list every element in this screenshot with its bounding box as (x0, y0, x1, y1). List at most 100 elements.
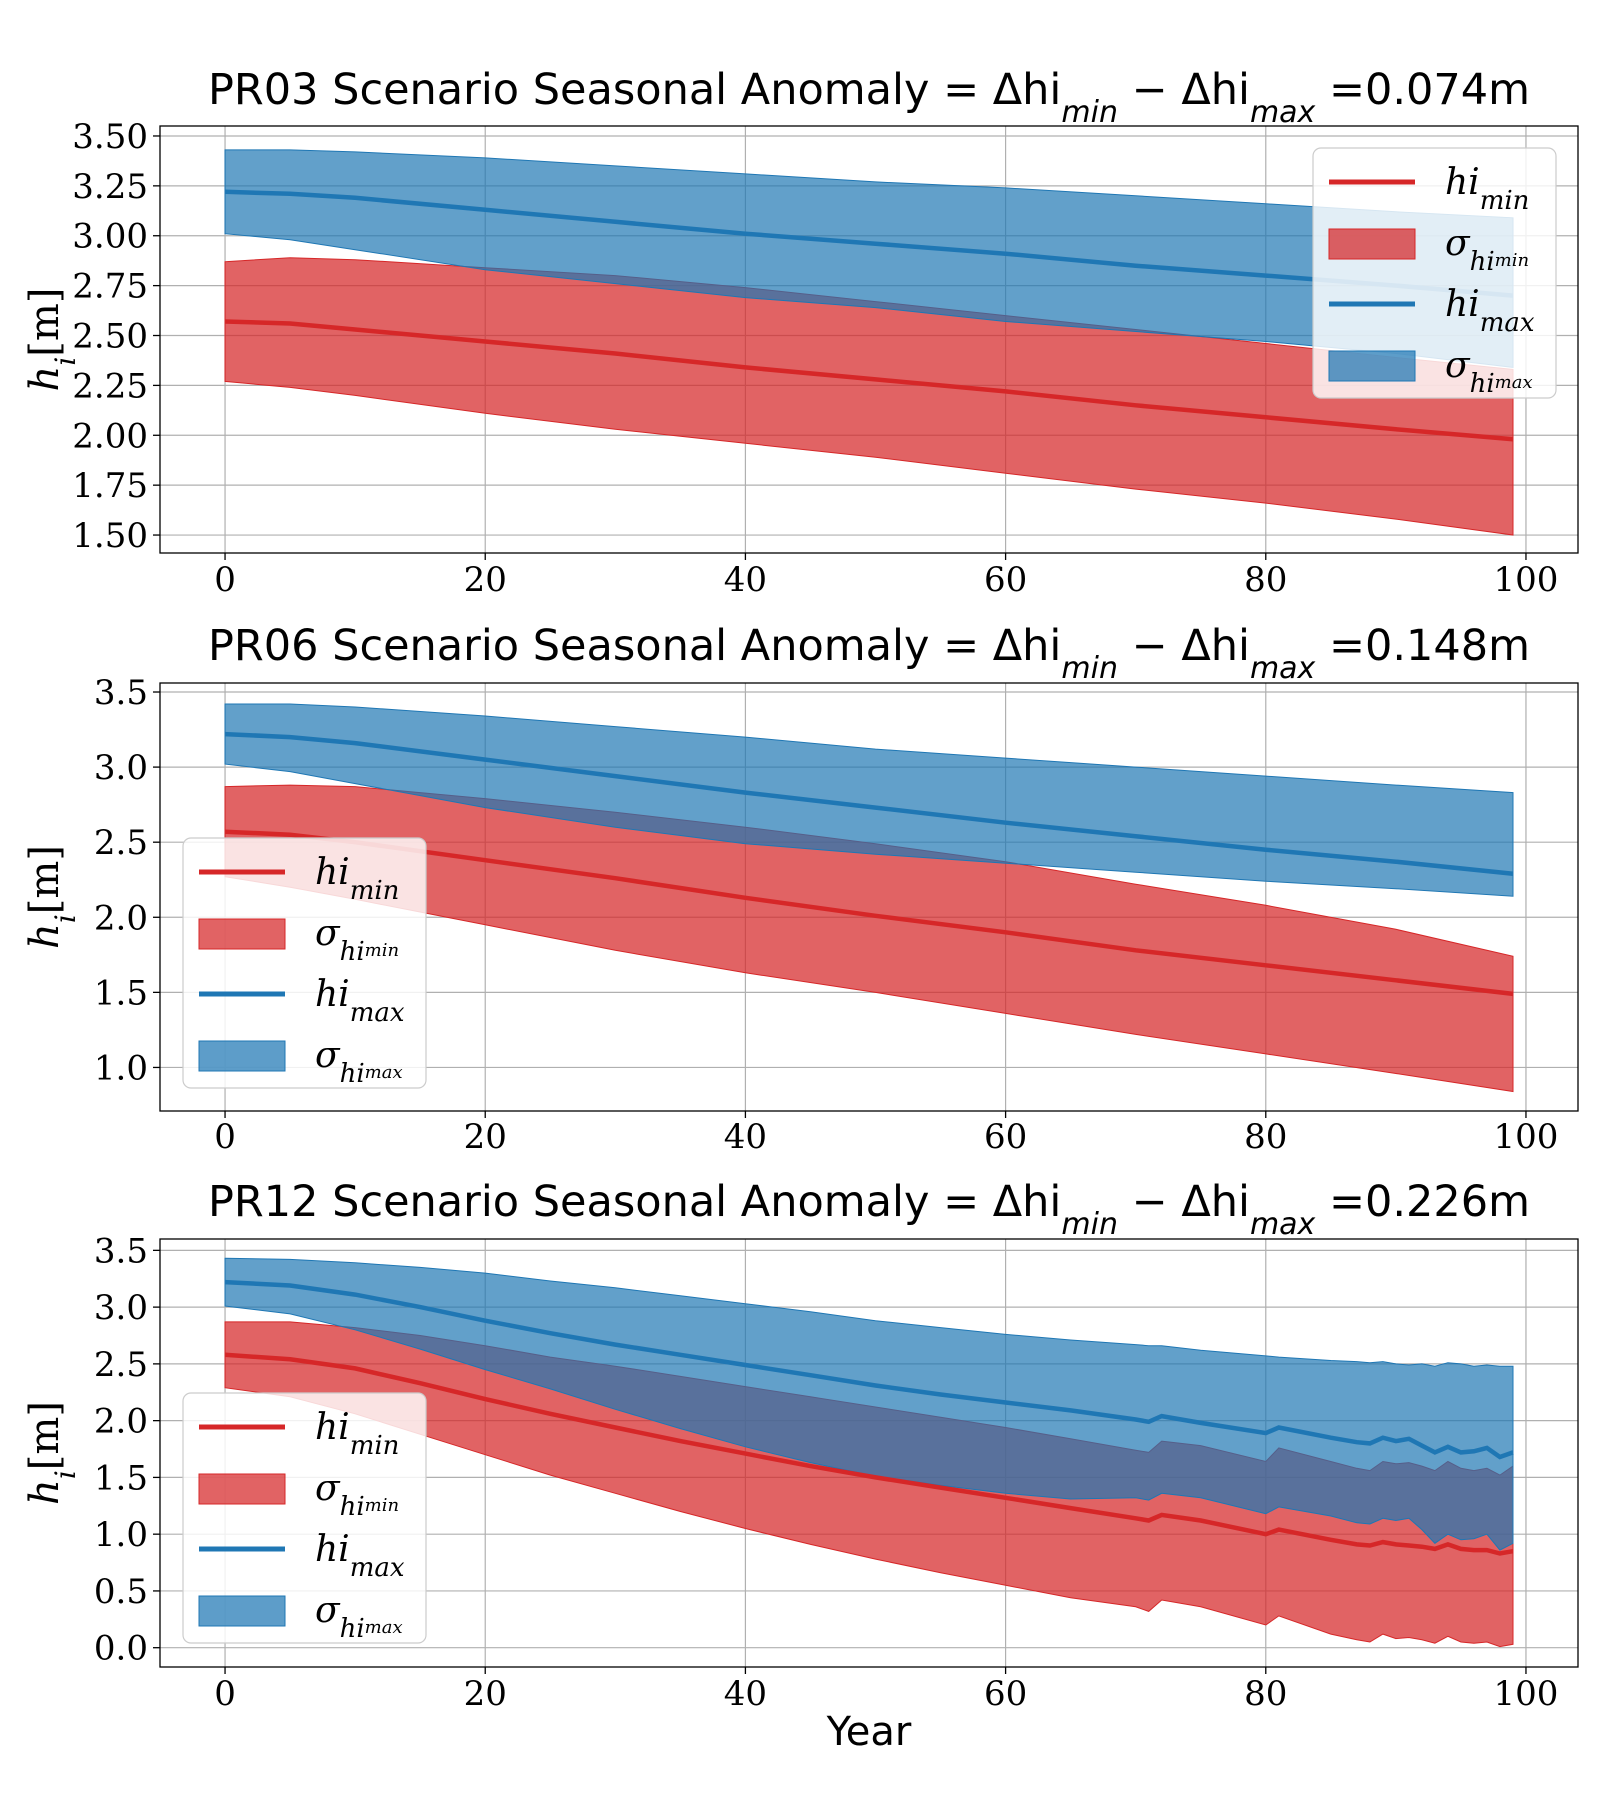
chart-panel-2: 0 20 40 60 80 100 1.0 1.5 2.0 2.5 3.0 3.5 PR06 Scena… (22, 621, 1579, 1157)
x-tick-label: 20 (464, 560, 507, 600)
title-fragment: PR06 Scenario Seasonal Anomaly = Δhi (208, 621, 1061, 671)
x-tick-label: 40 (724, 1674, 767, 1714)
legend-label-subsub: min (1495, 250, 1529, 271)
plot-area (224, 703, 1514, 1093)
y-axis-label-unit: [m] (22, 288, 68, 357)
legend-label-subsub: min (365, 940, 399, 961)
y-tick-label: 1.75 (72, 466, 148, 506)
legend-label-subsub: min (365, 1495, 399, 1516)
x-tick-label: 20 (464, 1117, 507, 1157)
chart-panel-1: 0 20 40 60 80 100 1.50 1.75 2.00 2.25 2.50 2.75 3.00… (22, 65, 1579, 600)
axes-frame (159, 682, 1579, 1112)
line-hi-max (224, 189, 1514, 298)
title-fragment: PR03 Scenario Seasonal Anomaly = Δhi (208, 65, 1061, 115)
x-tick-label: 60 (984, 560, 1027, 600)
x-tick-label: 40 (724, 1117, 767, 1157)
y-tick-label: 2.00 (72, 416, 148, 456)
y-tick-label: 0.5 (94, 1572, 148, 1612)
chart-panel-3: 0 20 40 60 80 100 0.0 0.5 1.0 1.5 2.0 2.5 3.0 3.5 PR12… (22, 1177, 1579, 1755)
y-tick-label: 1.50 (72, 516, 148, 556)
chart-title: PR03 Scenario Seasonal Anomaly = Δhimin … (208, 65, 1530, 130)
y-axis-label: hi[m] (22, 845, 82, 949)
legend-patch-swatch (1328, 228, 1416, 260)
y-tick-label: 2.0 (94, 898, 148, 938)
axes-frame (159, 1238, 1579, 1668)
y-tick-label: 2.5 (94, 823, 148, 863)
x-tick-label: 0 (214, 1674, 236, 1714)
legend-label: himax (315, 974, 405, 1028)
y-tick-label: 1.0 (94, 1515, 148, 1555)
y-axis-label: hi[m] (22, 288, 82, 392)
title-fragment: =0.074m (1315, 65, 1530, 115)
x-tick-label: 20 (464, 1674, 507, 1714)
legend-label-sub: min (350, 1431, 400, 1461)
y-tick-label: 3.5 (94, 1231, 148, 1271)
chart-title: PR12 Scenario Seasonal Anomaly = Δhimin … (208, 1177, 1530, 1242)
legend-label-base: hi (315, 974, 350, 1015)
y-axis-label-unit: [m] (22, 845, 68, 914)
y-tick-label: 3.0 (94, 748, 148, 788)
plot-area (224, 149, 1514, 536)
legend-label-subsub: max (365, 1617, 403, 1638)
title-subscript: max (1250, 1207, 1316, 1242)
axes-frame (159, 125, 1579, 554)
y-axis-label-base: h (22, 366, 68, 392)
legend-label-base: hi (315, 1529, 350, 1570)
title-fragment: PR12 Scenario Seasonal Anomaly = Δhi (208, 1177, 1061, 1227)
title-fragment: =0.226m (1315, 1177, 1530, 1227)
y-tick-label: 3.25 (72, 167, 148, 207)
title-subscript: min (1061, 95, 1118, 130)
y-axis-label-base: h (22, 923, 68, 949)
line-hi-min (224, 319, 1514, 442)
title-fragment: − Δhi (1118, 65, 1250, 115)
y-axis-label-sub: i (49, 914, 82, 923)
legend-label-base: σ (315, 1035, 341, 1076)
legend-label-sub: hi (340, 1492, 365, 1522)
legend-box (182, 837, 427, 1089)
legend-box (182, 1392, 427, 1644)
title-subscript: max (1250, 95, 1316, 130)
title-subscript: min (1061, 1207, 1118, 1242)
legend-label-base: hi (1445, 284, 1480, 325)
y-tick-label: 2.50 (72, 317, 148, 357)
title-subscript: max (1250, 651, 1316, 686)
legend-label: σhimin (315, 913, 399, 967)
y-tick-label: 1.5 (94, 973, 148, 1013)
plot-area (224, 1257, 1514, 1648)
y-axis-label-unit: [m] (22, 1401, 68, 1470)
title-fragment: =0.148m (1315, 621, 1530, 671)
legend-label: himin (1445, 162, 1529, 216)
legend-patch-swatch (198, 1595, 286, 1627)
legend-label-base: σ (315, 1590, 341, 1631)
y-tick-label: 3.00 (72, 217, 148, 257)
legend-label-sub: min (350, 876, 400, 906)
legend-label-base: σ (315, 1468, 341, 1509)
y-tick-label: 3.0 (94, 1288, 148, 1328)
legend-label: himin (315, 852, 399, 906)
y-tick-label: 1.5 (94, 1458, 148, 1498)
y-tick-label: 2.75 (72, 267, 148, 307)
legend-label-base: hi (1445, 162, 1480, 203)
y-tick-label: 2.25 (72, 366, 148, 406)
legend-label-base: hi (315, 1407, 350, 1448)
y-axis-label-base: h (22, 1479, 68, 1505)
legend-label: σhimin (1445, 223, 1529, 277)
title-subscript: min (1061, 651, 1118, 686)
legend-label: himax (315, 1529, 405, 1583)
legend-label: σhimax (315, 1035, 403, 1089)
y-tick-label: 2.5 (94, 1345, 148, 1385)
y-axis-label-sub: i (49, 357, 82, 366)
legend-patch-swatch (198, 1473, 286, 1505)
band-sigma-hi-max (224, 703, 1514, 897)
legend-label-base: σ (315, 913, 341, 954)
x-axis-label: Year (826, 1709, 912, 1755)
y-tick-label: 0.0 (94, 1629, 148, 1669)
x-tick-label: 60 (984, 1674, 1027, 1714)
legend-label-subsub: max (1495, 372, 1533, 393)
legend-label-base: σ (1445, 345, 1471, 386)
line-hi-max (224, 1279, 1514, 1460)
legend-patch-swatch (1328, 350, 1416, 382)
